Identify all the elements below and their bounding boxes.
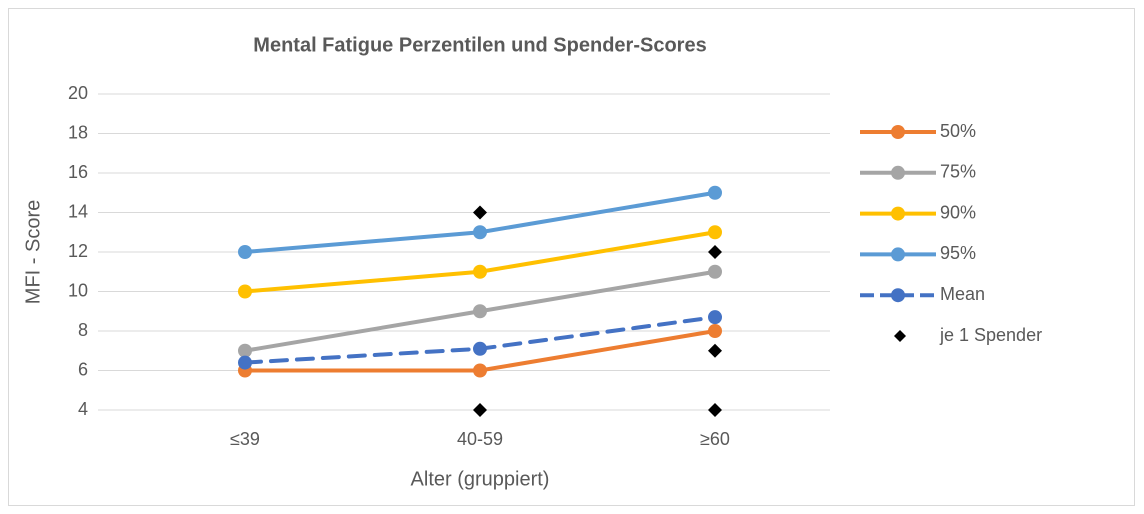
legend-marker: [894, 330, 906, 342]
legend-marker: [891, 247, 905, 262]
series-point: [238, 355, 252, 370]
y-tick-label: 10: [68, 280, 88, 300]
legend-label: 50%: [940, 121, 976, 141]
series-point: [238, 245, 252, 259]
series-point: [238, 284, 252, 299]
series-point: [473, 304, 487, 319]
donor-point: [708, 343, 722, 358]
donor-point: [708, 403, 722, 417]
y-tick-label: 14: [68, 201, 88, 221]
x-tick-label: ≥60: [700, 429, 730, 449]
legend-marker: [891, 165, 905, 180]
series-point: [473, 225, 487, 240]
series-point: [473, 341, 487, 356]
legend-label: 75%: [940, 162, 976, 182]
x-tick-label: ≤39: [230, 429, 260, 449]
y-tick-label: 8: [78, 320, 88, 340]
y-tick-label: 6: [78, 359, 88, 379]
y-tick-label: 4: [78, 399, 88, 419]
y-tick-label: 16: [68, 162, 88, 182]
series-point: [708, 310, 722, 325]
legend-label: 90%: [940, 202, 976, 222]
donor-point: [473, 205, 487, 220]
y-tick-label: 18: [68, 122, 88, 142]
y-axis-label: MFI - Score: [22, 200, 44, 304]
series-point: [473, 363, 487, 378]
y-tick-label: 12: [68, 241, 88, 261]
y-tick-label: 20: [68, 83, 88, 103]
series-point: [708, 324, 722, 338]
x-axis-label: Alter (gruppiert): [411, 468, 550, 490]
series-point: [708, 225, 722, 240]
legend-label: je 1 Spender: [939, 325, 1042, 345]
series-point: [708, 185, 722, 200]
legend-label: 95%: [940, 243, 976, 263]
legend-marker: [891, 206, 905, 221]
legend-marker: [891, 125, 905, 139]
chart-title: Mental Fatigue Perzentilen und Spender-S…: [253, 34, 706, 56]
legend-label: Mean: [940, 284, 985, 304]
legend-marker: [891, 288, 905, 303]
series-point: [473, 264, 487, 279]
donor-point: [473, 403, 487, 417]
series-point: [238, 343, 252, 358]
series-point: [708, 264, 722, 279]
x-tick-label: 40-59: [457, 429, 503, 449]
donor-point: [708, 245, 722, 259]
